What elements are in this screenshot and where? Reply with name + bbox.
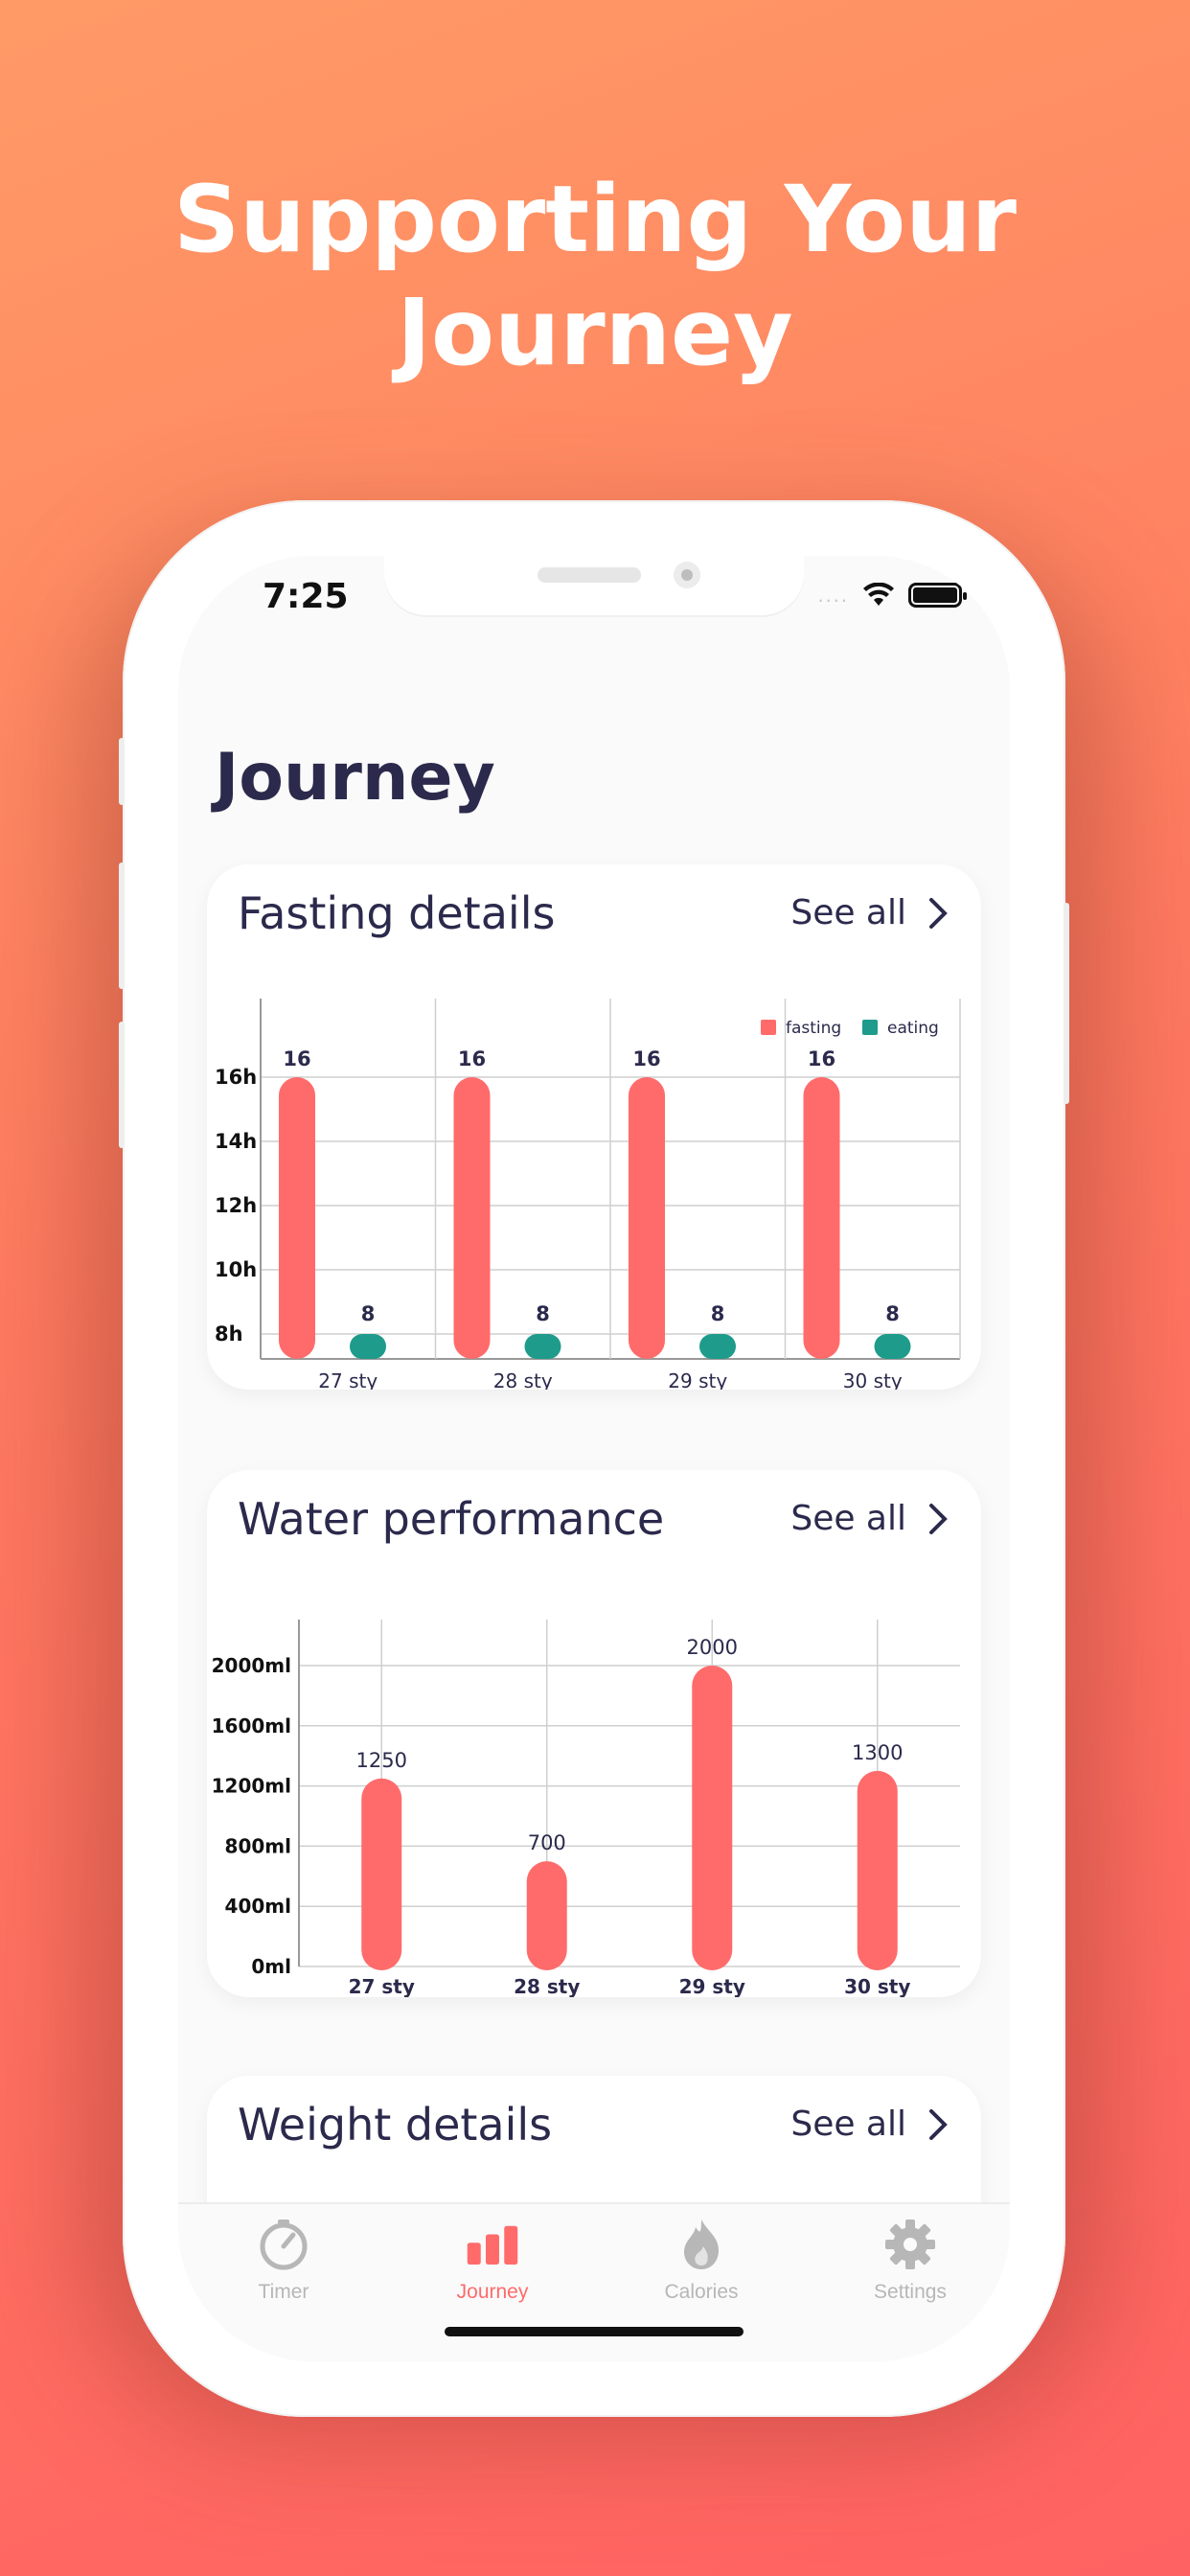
tab-timer-label: Timer <box>258 2281 309 2303</box>
water-bar <box>361 1778 402 1970</box>
chevron-right-icon <box>929 1503 948 1534</box>
tab-bar: Timer Journey Calories <box>178 2202 1010 2361</box>
legend-fasting-label: fasting <box>786 1019 841 1038</box>
fasting-card-title: Fasting details <box>238 887 556 939</box>
water-card-title: Water performance <box>238 1493 665 1545</box>
water-bar <box>857 1770 898 1970</box>
fasting-see-all-button[interactable]: See all <box>790 893 950 932</box>
tab-calories[interactable]: Calories <box>615 2218 788 2304</box>
x-tick-label: 27 sty <box>349 1975 415 1997</box>
fasting-value-label: 16 <box>808 1047 835 1070</box>
status-time: 7:25 <box>263 577 349 616</box>
water-value-label: 1300 <box>852 1741 903 1764</box>
water-chart: 0ml 400ml 800ml 1200ml 1600ml 2000ml 1250 27 st… <box>212 1620 960 1997</box>
fasting-bar <box>629 1077 665 1359</box>
front-camera <box>674 562 700 588</box>
tab-calories-label: Calories <box>664 2281 739 2303</box>
tab-settings-label: Settings <box>874 2281 947 2303</box>
eating-bar <box>699 1334 736 1359</box>
battery-icon <box>908 583 967 608</box>
fasting-see-all-label: See all <box>790 893 906 932</box>
app-screen: 7:25 .... Journey Fasting details See al… <box>178 556 1010 2361</box>
marketing-headline-line1: Supporting Your <box>173 166 1017 273</box>
notch <box>384 556 804 615</box>
weight-see-all-label: See all <box>790 2104 906 2144</box>
power-button <box>1064 903 1069 1104</box>
volume-up-button <box>119 862 125 989</box>
mute-switch <box>119 738 125 805</box>
fasting-value-label: 16 <box>283 1047 310 1070</box>
y-tick-label: 1600ml <box>212 1714 291 1737</box>
fasting-bar <box>803 1077 840 1359</box>
bar-chart-icon <box>467 2225 518 2265</box>
y-tick-label: 12h <box>215 1194 257 1217</box>
marketing-headline: Supporting Your Journey <box>0 163 1190 389</box>
y-tick-label: 8h <box>215 1322 243 1346</box>
signal-icon: .... <box>817 583 849 607</box>
tab-timer[interactable]: Timer <box>197 2218 370 2304</box>
weight-card-title: Weight details <box>238 2099 553 2150</box>
page-title: Journey <box>215 740 495 816</box>
y-tick-label: 0ml <box>251 1955 291 1978</box>
fasting-bar <box>453 1077 491 1359</box>
battery-level <box>913 587 957 603</box>
tab-journey-label: Journey <box>456 2281 529 2303</box>
fasting-value-label: 16 <box>632 1047 660 1070</box>
y-tick-label: 16h <box>215 1066 257 1089</box>
water-performance-card: Water performance See all 0ml 400ml 800ml 1… <box>207 1470 981 1997</box>
chevron-right-icon <box>929 897 948 929</box>
chevron-right-icon <box>929 2108 948 2140</box>
water-see-all-button[interactable]: See all <box>790 1499 950 1538</box>
water-value-label: 700 <box>528 1831 566 1854</box>
water-bar <box>692 1666 733 1970</box>
x-tick-label: 28 sty <box>514 1975 580 1997</box>
x-tick-label: 27 sty <box>318 1369 378 1390</box>
eating-value-label: 8 <box>536 1302 550 1325</box>
water-value-label: 1250 <box>356 1749 407 1772</box>
wifi-icon <box>863 583 894 606</box>
water-value-label: 2000 <box>687 1636 738 1659</box>
water-bar <box>526 1861 567 1970</box>
gear-icon <box>885 2220 935 2269</box>
home-indicator <box>445 2327 744 2336</box>
legend-eating-swatch <box>862 1020 878 1035</box>
eating-value-label: 8 <box>361 1302 376 1325</box>
status-indicators: .... <box>817 583 967 608</box>
eating-bar <box>350 1334 386 1359</box>
eating-bar <box>874 1334 911 1359</box>
eating-bar <box>524 1334 561 1359</box>
tab-settings[interactable]: Settings <box>824 2218 996 2304</box>
fasting-value-label: 16 <box>458 1047 486 1070</box>
tab-journey[interactable]: Journey <box>406 2218 579 2304</box>
volume-down-button <box>119 1022 125 1148</box>
y-tick-label: 1200ml <box>212 1775 291 1798</box>
y-tick-label: 10h <box>215 1258 257 1281</box>
x-tick-label: 30 sty <box>843 1369 903 1390</box>
legend-fasting-swatch <box>761 1020 776 1035</box>
flame-icon <box>684 2220 719 2269</box>
y-tick-label: 2000ml <box>212 1654 291 1677</box>
legend-eating-label: eating <box>887 1019 939 1038</box>
eating-value-label: 8 <box>711 1302 725 1325</box>
y-tick-label: 14h <box>215 1130 257 1153</box>
y-tick-label: 400ml <box>225 1895 291 1918</box>
y-tick-label: 800ml <box>225 1834 291 1857</box>
phone-frame: 7:25 .... Journey Fasting details See al… <box>119 500 1069 2417</box>
x-tick-label: 30 sty <box>844 1975 910 1997</box>
x-tick-label: 28 sty <box>493 1369 553 1390</box>
x-tick-label: 29 sty <box>668 1369 727 1390</box>
x-tick-label: 29 sty <box>679 1975 745 1997</box>
fasting-chart: fasting eating 8h 10h 12h 14h 16h 16 8 27 sty 16 8 2… <box>215 999 961 1390</box>
timer-icon <box>260 2220 308 2270</box>
weight-see-all-button[interactable]: See all <box>790 2104 950 2144</box>
speaker-grille <box>538 567 641 583</box>
eating-value-label: 8 <box>885 1302 900 1325</box>
water-see-all-label: See all <box>790 1499 906 1538</box>
marketing-headline-line2: Journey <box>397 279 793 386</box>
fasting-bar <box>279 1077 315 1359</box>
fasting-details-card: Fasting details See all fasting eating 8h 1… <box>207 864 981 1390</box>
